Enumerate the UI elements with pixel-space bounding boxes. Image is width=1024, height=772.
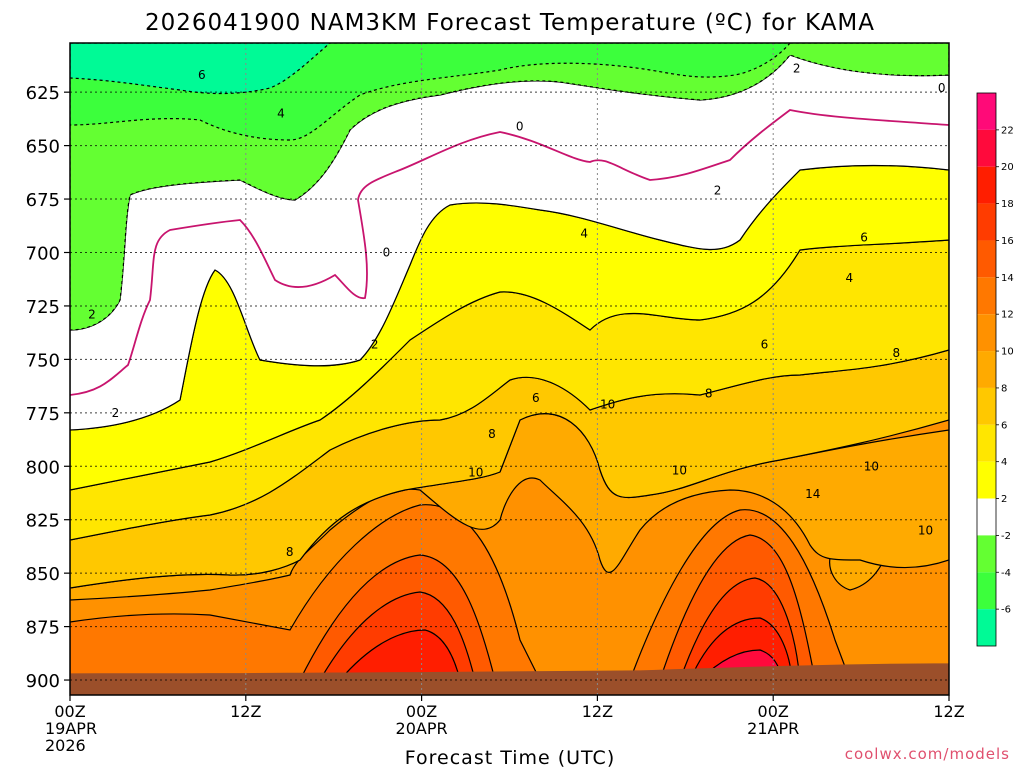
y-tick-label: 900 (26, 671, 60, 692)
colorbar-label: 20 (1001, 162, 1014, 173)
contour-label: 0 (383, 245, 391, 259)
contour-label: 6 (761, 337, 769, 351)
colorbar-label: 16 (1001, 236, 1014, 247)
y-tick-label: 675 (26, 190, 60, 211)
x-tick-label: 12Z (933, 702, 964, 721)
contour-label: 4 (846, 271, 854, 285)
colorbar-swatch (977, 535, 996, 573)
plot-frame (69, 42, 950, 696)
band-minus8-minus6 (70, 43, 331, 95)
x-tick-label: 00Z (758, 702, 789, 721)
colorbar-label: -2 (1001, 531, 1011, 542)
contour-label: 10 (600, 397, 615, 411)
colorbar-label: 6 (1001, 420, 1007, 431)
y-tick-label: 825 (26, 511, 60, 532)
contour-label: 10 (468, 466, 483, 480)
x-tick-label: 00Z (406, 702, 437, 721)
contour-label: 6 (198, 68, 206, 82)
x-tick-label: 12Z (582, 702, 613, 721)
colorbar-swatch (977, 240, 996, 278)
contour-label: 6 (532, 391, 540, 405)
contour-label: 10 (918, 523, 933, 537)
colorbar: 22 20 18 16 14 12 10 8 6 4 2 -2 -4 -6 (976, 92, 1014, 647)
colorbar-label: -6 (1001, 605, 1011, 616)
y-tick-label: 800 (26, 457, 60, 478)
contour-label: 4 (277, 107, 285, 121)
colorbar-swatch (977, 424, 996, 462)
contour-label: 8 (705, 387, 713, 401)
x-tick-label: 12Z (230, 702, 261, 721)
colorbar-swatch (977, 93, 996, 130)
colorbar-swatch (977, 129, 996, 167)
y-tick-label: 875 (26, 618, 60, 639)
x-tick-label: 20APR (396, 719, 448, 738)
contour-label: 14 (805, 487, 820, 501)
x-tick-label: 2026 (45, 736, 86, 755)
colorbar-label: 4 (1001, 457, 1007, 468)
colorbar-label: 12 (1001, 310, 1014, 321)
y-tick-label: 775 (26, 404, 60, 425)
y-tick-label: 750 (26, 350, 60, 371)
ground-fill (70, 663, 949, 695)
credit-label: coolwx.com/models (845, 745, 1010, 763)
contour-label: 10 (672, 464, 687, 478)
x-tick-label: 19APR (45, 719, 97, 738)
colorbar-label: 22 (1001, 125, 1014, 136)
y-tick-label: 700 (26, 243, 60, 264)
contour-label: 6 (860, 231, 868, 245)
contour-label: 8 (488, 427, 496, 441)
colorbar-label: 8 (1001, 383, 1007, 394)
colorbar-swatch (977, 387, 996, 425)
contour-label: 4 (580, 226, 588, 240)
zero-isotherm-left (70, 109, 949, 396)
colorbar-label: 2 (1001, 494, 1007, 505)
colorbar-frame (976, 92, 997, 647)
contour-label: 8 (892, 346, 900, 360)
colorbar-label: 10 (1001, 347, 1014, 358)
plot-area (70, 43, 949, 695)
contour-labels: 6 4 2 2 2 2 2 0 0 0 4 4 6 6 6 8 8 8 8 10 10 10 10 10 14 (88, 62, 945, 559)
colorbar-swatch (977, 609, 996, 646)
colorbar-swatch (977, 277, 996, 315)
contour-label: 8 (286, 545, 294, 559)
contour-label: 2 (793, 62, 801, 76)
x-tick-label: 00Z (54, 702, 85, 721)
contour-label: 0 (938, 81, 946, 95)
colorbar-label: 18 (1001, 199, 1014, 210)
y-tick-label: 850 (26, 564, 60, 585)
contour-label: 2 (371, 337, 379, 351)
colorbar-swatch (977, 461, 996, 499)
y-tick-label: 650 (26, 137, 60, 158)
band-16-18 (338, 629, 461, 681)
y-tick-label: 625 (26, 83, 60, 104)
contour-label: 0 (516, 119, 524, 133)
contour-label: 2 (714, 184, 722, 198)
terrain-ground (70, 663, 949, 695)
colorbar-swatch (977, 203, 996, 241)
colorbar-swatch (977, 166, 996, 204)
y-tick-label: 725 (26, 297, 60, 318)
chart-title: 2026041900 NAM3KM Forecast Temperature (… (145, 10, 875, 36)
colorbar-swatch (977, 314, 996, 352)
x-tick-label: 21APR (747, 719, 799, 738)
contour-label: 2 (112, 406, 120, 420)
x-axis-label: Forecast Time (UTC) (405, 747, 615, 768)
y-axis-ticks: 625 650 675 700 725 750 775 800 825 850 875 900 (26, 83, 70, 692)
colorbar-swatch (977, 351, 996, 388)
contour-label: 10 (864, 459, 879, 473)
colorbar-label: -4 (1001, 568, 1011, 579)
colorbar-swatch (977, 498, 996, 536)
colorbar-swatch (977, 572, 996, 610)
colorbar-label: 14 (1001, 273, 1014, 284)
grid-lines (70, 43, 949, 695)
contour-label: 2 (88, 307, 96, 321)
